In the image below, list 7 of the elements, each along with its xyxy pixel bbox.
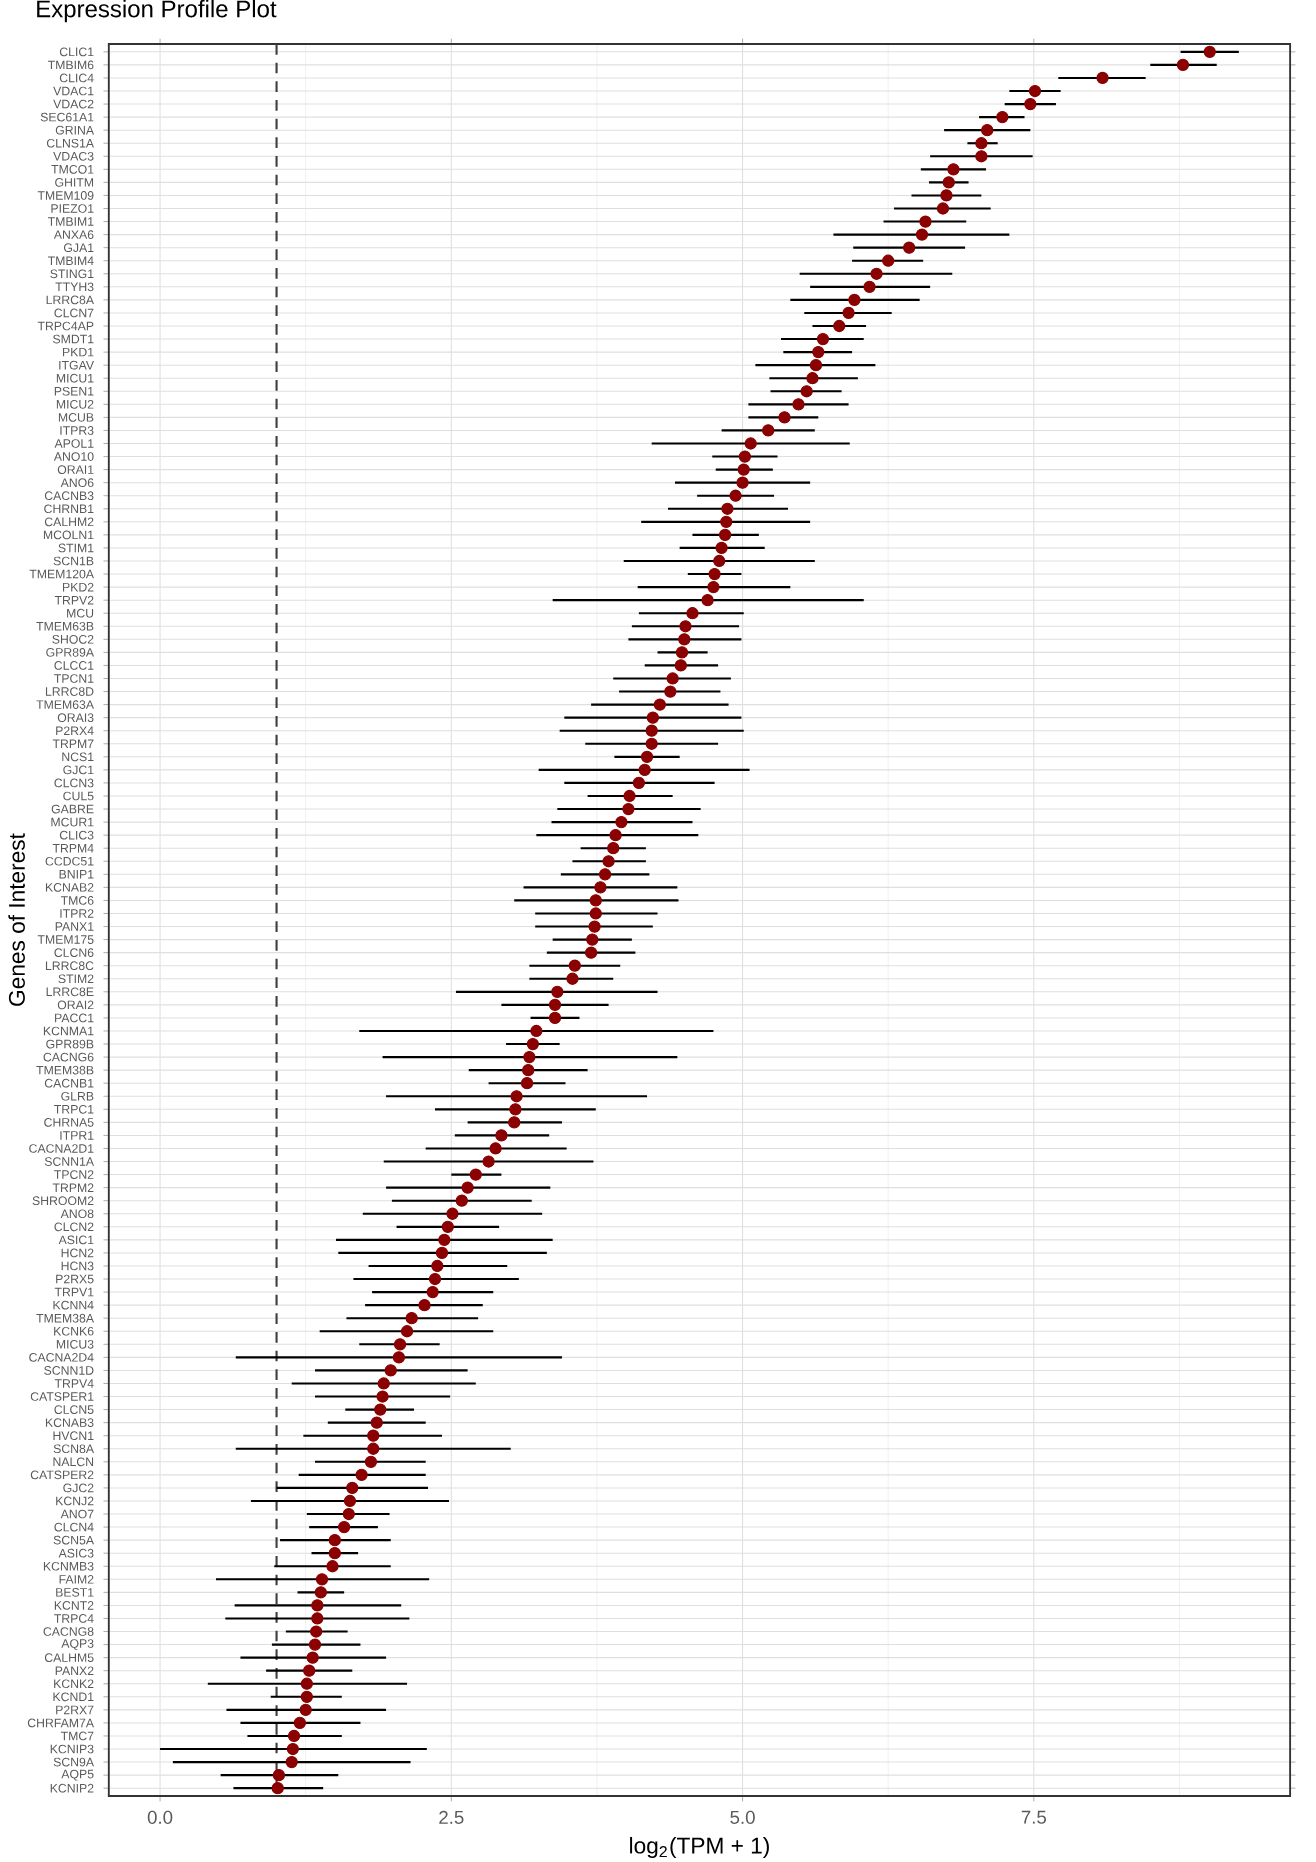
x-tick-label: 5.0 — [730, 1810, 755, 1824]
chart-title: Expression Profile Plot — [37, 0, 277, 23]
x-tick-label: 0.0 — [147, 1810, 173, 1824]
y-axis-title: Genes of Interest — [8, 833, 25, 1006]
x-tick-label: 7.5 — [1021, 1810, 1046, 1824]
x-tick-label: 2.5 — [439, 1810, 464, 1824]
x-axis-title: log$_{2}$(TPM + 1) — [630, 1836, 769, 1859]
